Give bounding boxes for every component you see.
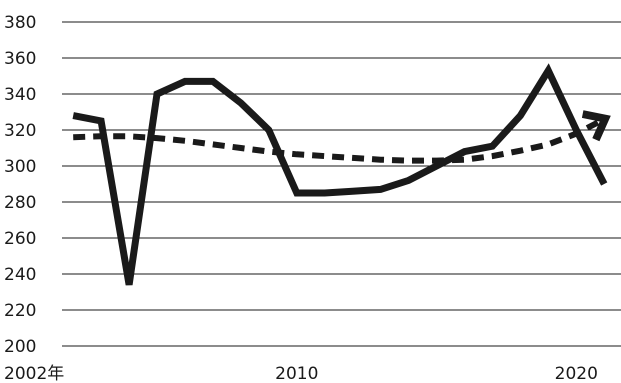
x-tick-label: 2020: [555, 364, 598, 383]
y-tick-label: 220: [4, 301, 36, 321]
y-tick-label: 200: [4, 337, 36, 357]
x-tick-label: 2002年: [4, 364, 64, 383]
y-tick-label: 300: [4, 157, 36, 177]
y-tick-label: 260: [4, 229, 36, 249]
y-tick-label: 360: [4, 49, 36, 69]
y-tick-label: 380: [4, 13, 36, 33]
trend-line-dashed: [73, 110, 611, 164]
y-tick-label: 280: [4, 193, 36, 213]
y-tick-label: 240: [4, 265, 36, 285]
y-tick-label: 340: [4, 85, 36, 105]
y-tick-label: 320: [4, 121, 36, 141]
series-line-solid: [72, 63, 608, 286]
x-tick-label: 2010: [275, 364, 318, 383]
